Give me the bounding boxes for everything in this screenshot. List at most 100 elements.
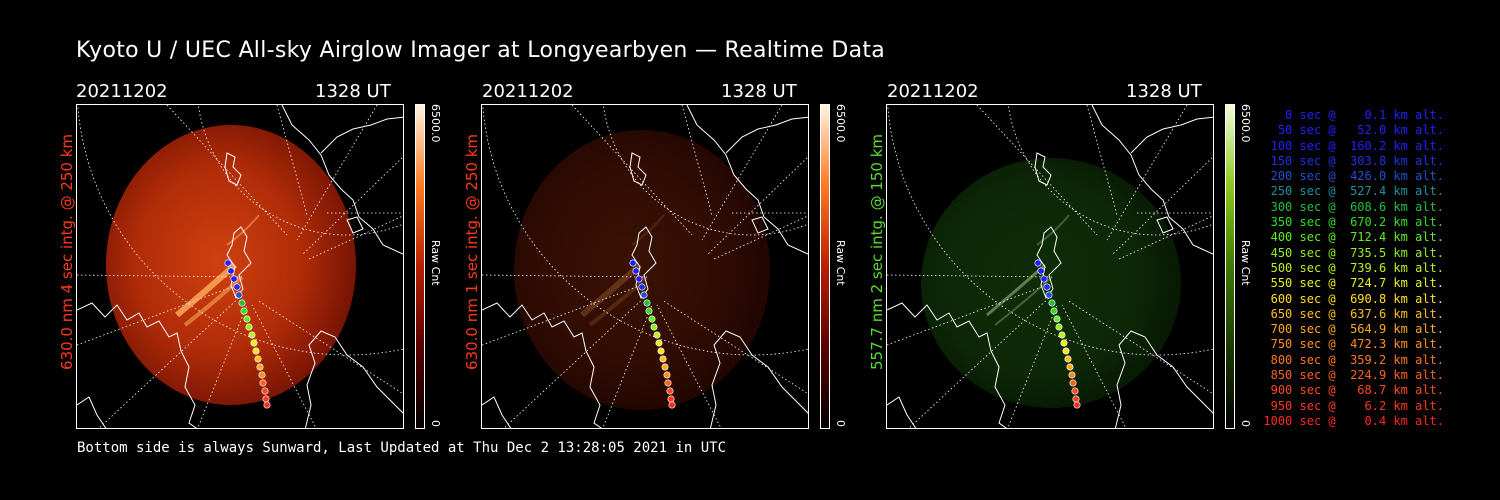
- legend-entry: 1000 sec @ 0.4 km alt.: [1263, 413, 1444, 428]
- legend-entry: 950 sec @ 6.2 km alt.: [1263, 398, 1444, 413]
- trajectory-point: [250, 339, 258, 347]
- legend-entry: 500 sec @ 739.6 km alt.: [1263, 260, 1444, 275]
- airglow-disc: [514, 130, 770, 410]
- legend-entry: 450 sec @ 735.5 km alt.: [1263, 245, 1444, 260]
- legend-entry: 200 sec @ 426.0 km alt.: [1263, 169, 1444, 184]
- panel2-colorbar: [820, 104, 830, 429]
- trajectory-point: [224, 259, 232, 267]
- trajectory-point: [645, 307, 653, 315]
- latlon-grid: [77, 105, 403, 428]
- panel3-date: 20211202: [887, 81, 979, 102]
- legend-entry: 800 sec @ 359.2 km alt.: [1263, 352, 1444, 367]
- trajectory-point: [653, 331, 661, 339]
- trajectory-point: [245, 323, 253, 331]
- trajectory-point: [1053, 315, 1061, 323]
- legend-entry: 150 sec @ 303.8 km alt.: [1263, 153, 1444, 168]
- trajectory-point: [1050, 307, 1058, 315]
- legend-entry: 550 sec @ 724.7 km alt.: [1263, 276, 1444, 291]
- trajectory-point: [659, 355, 667, 363]
- page-title: Kyoto U / UEC All-sky Airglow Imager at …: [76, 38, 886, 63]
- panel1-colorbar: [415, 104, 425, 429]
- trajectory-point: [248, 331, 256, 339]
- trajectory-point: [668, 401, 676, 409]
- trajectory-point: [1055, 323, 1063, 331]
- trajectory-point: [240, 307, 248, 315]
- trajectory-point: [1071, 387, 1079, 395]
- trajectory-point: [238, 299, 246, 307]
- trajectory-point: [227, 267, 235, 275]
- panel1-image: [76, 104, 404, 429]
- legend-entry: 300 sec @ 608.6 km alt.: [1263, 199, 1444, 214]
- trajectory-point: [1072, 395, 1080, 403]
- trajectory-point: [1045, 291, 1053, 299]
- trajectory-point: [262, 395, 270, 403]
- trajectory-point: [1048, 299, 1056, 307]
- trajectory-point: [261, 387, 269, 395]
- trajectory-point: [258, 371, 266, 379]
- aurora-arc: [994, 276, 1053, 326]
- latlon-grid: [482, 105, 808, 428]
- trajectory-point: [657, 347, 665, 355]
- legend-entry: 600 sec @ 690.8 km alt.: [1263, 291, 1444, 306]
- trajectory-point: [635, 275, 643, 283]
- legend-entry: 0 sec @ 0.1 km alt.: [1263, 108, 1444, 122]
- panel1-cbar-max: 6500.0: [429, 104, 442, 143]
- panel3-cbar-unit: Raw Cnt: [1239, 240, 1252, 286]
- legend-entry: 100 sec @ 160.2 km alt.: [1263, 138, 1444, 153]
- latlon-grid: [887, 105, 1213, 428]
- trajectory-point: [638, 283, 646, 291]
- trajectory-point: [650, 323, 658, 331]
- trajectory-point: [1064, 355, 1072, 363]
- coastline: [887, 105, 1213, 428]
- trajectory-point: [655, 339, 663, 347]
- trajectory-point: [1037, 267, 1045, 275]
- panel3-time: 1328 UT: [1126, 81, 1202, 102]
- trajectory-point: [254, 355, 262, 363]
- trajectory-point: [256, 363, 264, 371]
- panel2-channel-label: 630.0 nm 1 sec intg. @ 250 km: [463, 133, 481, 370]
- legend-entry: 750 sec @ 472.3 km alt.: [1263, 337, 1444, 352]
- trajectory-point: [643, 299, 651, 307]
- trajectory-point: [661, 363, 669, 371]
- panel3-image: [886, 104, 1214, 429]
- trajectory-point: [1066, 363, 1074, 371]
- panel2-image: [481, 104, 809, 429]
- trajectory-point: [259, 379, 267, 387]
- legend-entry: 650 sec @ 637.6 km alt.: [1263, 306, 1444, 321]
- trajectory-point: [1060, 339, 1068, 347]
- trajectory-point: [263, 401, 271, 409]
- trajectory-point: [1040, 275, 1048, 283]
- trajectory-point: [1043, 283, 1051, 291]
- trajectory-point: [233, 283, 241, 291]
- panel1-date: 20211202: [76, 81, 168, 102]
- trajectory-point: [632, 267, 640, 275]
- trajectory-point: [664, 379, 672, 387]
- aurora-arc: [183, 275, 244, 327]
- trajectory-point: [1034, 259, 1042, 267]
- panel2-date: 20211202: [482, 81, 574, 102]
- trajectory-point: [235, 291, 243, 299]
- aurora-arc: [631, 214, 665, 246]
- aurora-arc: [1036, 214, 1070, 246]
- legend-entry: 250 sec @ 527.4 km alt.: [1263, 184, 1444, 199]
- panel2-cbar-min: 0: [834, 420, 847, 427]
- trajectory-point: [666, 387, 674, 395]
- panel1-cbar-unit: Raw Cnt: [429, 240, 442, 286]
- footer-note: Bottom side is always Sunward, Last Upda…: [77, 440, 727, 456]
- panel1-cbar-min: 0: [429, 420, 442, 427]
- panel2-cbar-unit: Raw Cnt: [834, 240, 847, 286]
- panel3-colorbar: [1225, 104, 1235, 429]
- trajectory-point: [1062, 347, 1070, 355]
- coastline: [482, 105, 808, 428]
- aurora-arc: [226, 214, 260, 246]
- coastline: [77, 105, 403, 428]
- legend-entry: 700 sec @ 564.9 km alt.: [1263, 322, 1444, 337]
- trajectory-point: [667, 395, 675, 403]
- panel1-time: 1328 UT: [315, 81, 391, 102]
- trajectory-point: [243, 315, 251, 323]
- panel1-channel-label: 630.0 nm 4 sec intg. @ 250 km: [58, 133, 76, 370]
- legend-entry: 850 sec @ 224.9 km alt.: [1263, 368, 1444, 383]
- aurora-arc: [588, 275, 649, 327]
- trajectory-point: [1069, 379, 1077, 387]
- trajectory-point: [1073, 401, 1081, 409]
